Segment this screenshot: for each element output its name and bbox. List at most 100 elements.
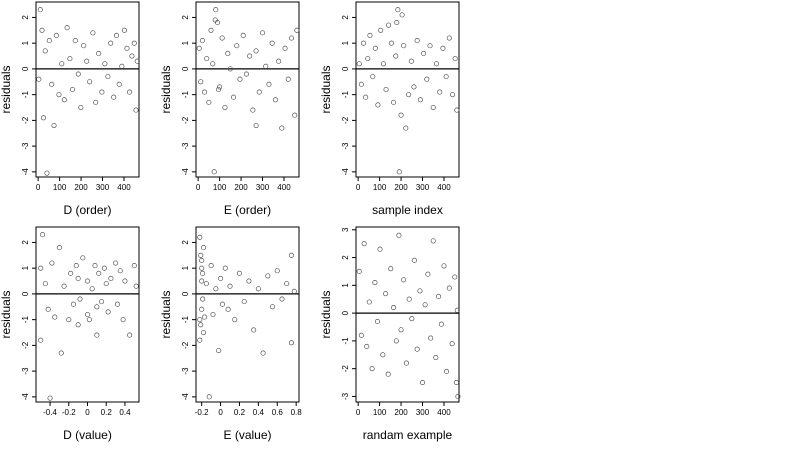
data-point [203, 281, 209, 287]
data-point [227, 66, 233, 72]
scatter-panel-5: -0.2 0 0.2 0.4 0.6 0.8 -4 -3 -2 -1 0 1 2 E (value) res… [159, 226, 302, 442]
data-point [67, 56, 73, 62]
x-axis-title: E (value) [223, 428, 271, 442]
data-point [198, 79, 204, 85]
data-point [45, 306, 51, 312]
x-tick-label: 0 [356, 408, 361, 417]
data-point [225, 50, 231, 57]
y-tick-label: -4 [21, 393, 30, 401]
data-point [196, 45, 202, 51]
data-point [133, 283, 139, 289]
data-point [454, 307, 460, 313]
x-tick-label: 200 [234, 183, 248, 192]
data-point [401, 277, 407, 283]
data-point [438, 321, 444, 327]
data-point [433, 61, 440, 67]
data-point [46, 38, 52, 44]
data-point [199, 257, 205, 264]
data-point [282, 45, 288, 51]
data-point [47, 395, 53, 401]
plot-frame [195, 1, 300, 178]
data-point [96, 270, 102, 276]
y-tick-label: -2 [181, 341, 190, 349]
data-point [272, 97, 278, 103]
data-point [455, 393, 461, 399]
data-point [116, 81, 122, 87]
data-point [39, 27, 45, 33]
y-tick-label: 2 [181, 240, 190, 245]
data-point [430, 238, 436, 244]
data-point [241, 299, 247, 305]
y-axis-title: residuals [319, 65, 333, 113]
data-point [222, 265, 228, 271]
data-point [453, 380, 459, 386]
y-tick-label: -3 [21, 367, 30, 375]
x-tick-label: 200 [394, 408, 408, 417]
data-point [99, 89, 105, 95]
data-point [94, 304, 100, 310]
data-point [108, 275, 114, 282]
data-point [197, 234, 203, 240]
data-point [102, 61, 108, 67]
data-point [202, 89, 208, 95]
data-point [363, 94, 369, 100]
x-axis-title: D (value) [63, 428, 112, 442]
data-point [269, 304, 276, 310]
data-point [218, 275, 224, 282]
data-point [425, 271, 431, 277]
data-point [372, 280, 378, 286]
data-point [236, 270, 243, 276]
y-tick-label: 1 [341, 283, 350, 288]
x-tick-label: 0.2 [234, 408, 246, 417]
data-point [212, 17, 218, 23]
data-point [131, 263, 137, 269]
data-point [56, 245, 62, 251]
data-point [391, 99, 397, 105]
data-point [291, 288, 297, 294]
data-point [93, 99, 99, 105]
y-tick-label: -2 [21, 116, 30, 124]
y-axis-title: residuals [319, 290, 333, 338]
x-tick-label: 400 [437, 408, 451, 417]
data-point [370, 74, 376, 80]
data-point [380, 352, 386, 358]
x-tick-label: 0 [196, 183, 201, 192]
data-point [42, 281, 48, 287]
data-point [114, 301, 121, 307]
data-point [231, 94, 237, 100]
data-point [383, 291, 389, 297]
scatter-panel-6: 0 100 200 300 400 -3 -2 -1 0 1 2 3 randam example res… [319, 226, 461, 442]
data-point [288, 252, 294, 258]
y-tick-label: -3 [341, 392, 350, 400]
data-point [409, 316, 415, 322]
data-point [75, 71, 81, 77]
data-point [51, 122, 57, 129]
x-tick-label: -0.2 [195, 408, 209, 417]
data-point [358, 332, 364, 338]
data-point [366, 299, 372, 305]
data-point [98, 299, 105, 305]
y-tick-label: 1 [341, 40, 350, 45]
data-point [38, 265, 44, 271]
data-point [383, 86, 389, 93]
y-tick-label: 2 [181, 15, 190, 20]
y-tick-label: 3 [341, 227, 350, 232]
data-point [253, 48, 259, 54]
plot-frame [35, 226, 140, 403]
data-point [411, 257, 417, 263]
data-point [441, 263, 447, 269]
data-point [444, 368, 450, 374]
data-point [124, 45, 130, 51]
data-point [213, 286, 219, 292]
y-tick-label: -4 [21, 168, 30, 176]
x-tick-label: 0.4 [253, 408, 265, 417]
data-point [213, 7, 219, 13]
data-point [199, 306, 205, 312]
data-point [398, 112, 404, 118]
y-tick-label: -3 [181, 142, 190, 150]
data-point [259, 30, 266, 36]
data-point [433, 355, 439, 361]
data-point [117, 268, 123, 274]
data-point [367, 32, 373, 39]
